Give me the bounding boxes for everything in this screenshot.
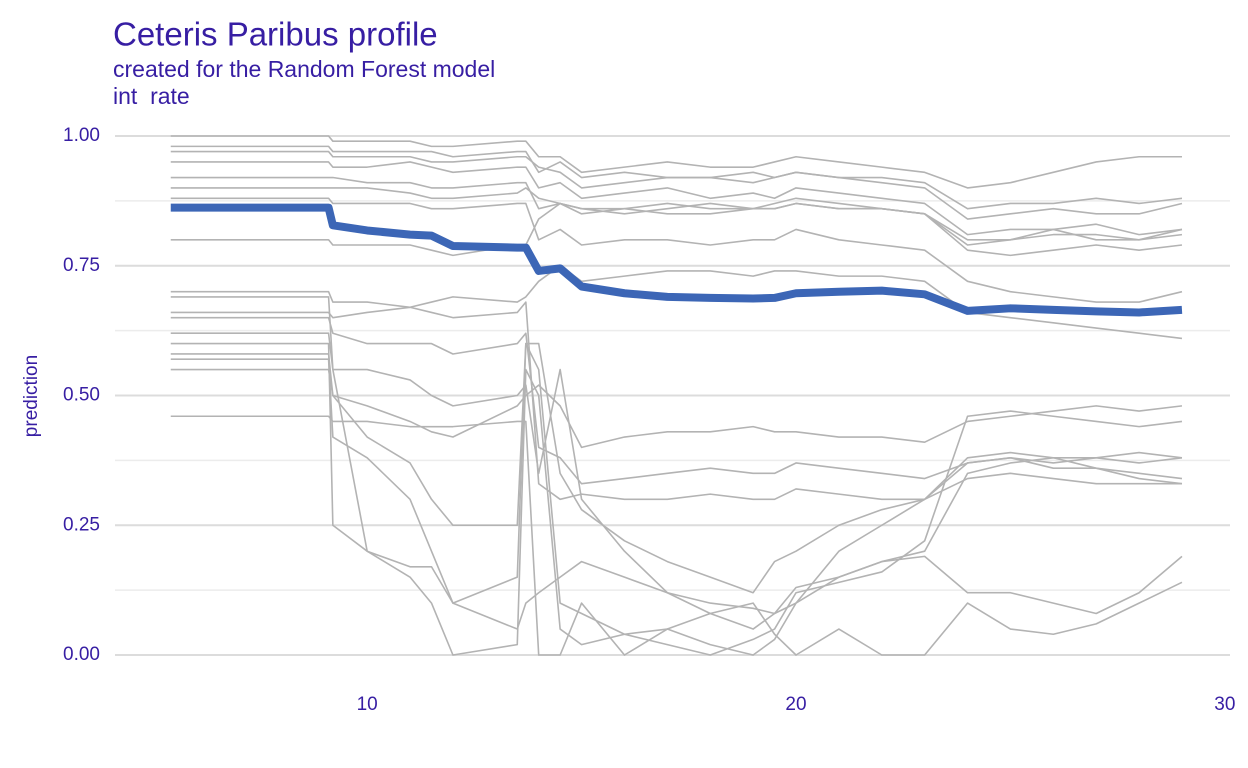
- y-tick-label: 0.25: [63, 514, 100, 535]
- y-tick-label: 0.75: [63, 255, 100, 276]
- profile-line: [170, 150, 1183, 220]
- facet-label: int rate: [113, 83, 190, 109]
- profile-line: [170, 197, 1183, 257]
- chart-title: Ceteris Paribus profile: [113, 16, 438, 53]
- x-tick-label: 20: [785, 694, 806, 715]
- y-axis-label: prediction: [21, 355, 42, 437]
- profile-line: [170, 332, 1183, 630]
- profile-line: [170, 161, 1183, 236]
- profile-line: [170, 342, 1183, 656]
- profile-line: [170, 296, 1183, 630]
- x-tick-label: 30: [1214, 694, 1235, 715]
- chart-subtitle: created for the Random Forest model: [113, 56, 495, 82]
- profile-line: [170, 342, 1183, 604]
- profile-line: [170, 316, 1183, 485]
- y-tick-label: 0.50: [63, 385, 100, 406]
- profile-line: [170, 342, 1183, 656]
- profile-line: [170, 187, 1183, 246]
- profile-line: [170, 368, 1183, 449]
- profile-line: [170, 264, 1183, 340]
- profile-line: [170, 135, 1182, 189]
- profile-line: [170, 290, 1182, 501]
- x-tick-label: 10: [357, 694, 378, 715]
- profile-line: [170, 176, 1183, 257]
- profile-line: [170, 203, 1183, 317]
- y-tick-label: 1.00: [63, 125, 100, 146]
- y-tick-label: 0.00: [63, 644, 100, 665]
- profile-line: [170, 415, 1183, 656]
- profile-line: [170, 197, 1183, 303]
